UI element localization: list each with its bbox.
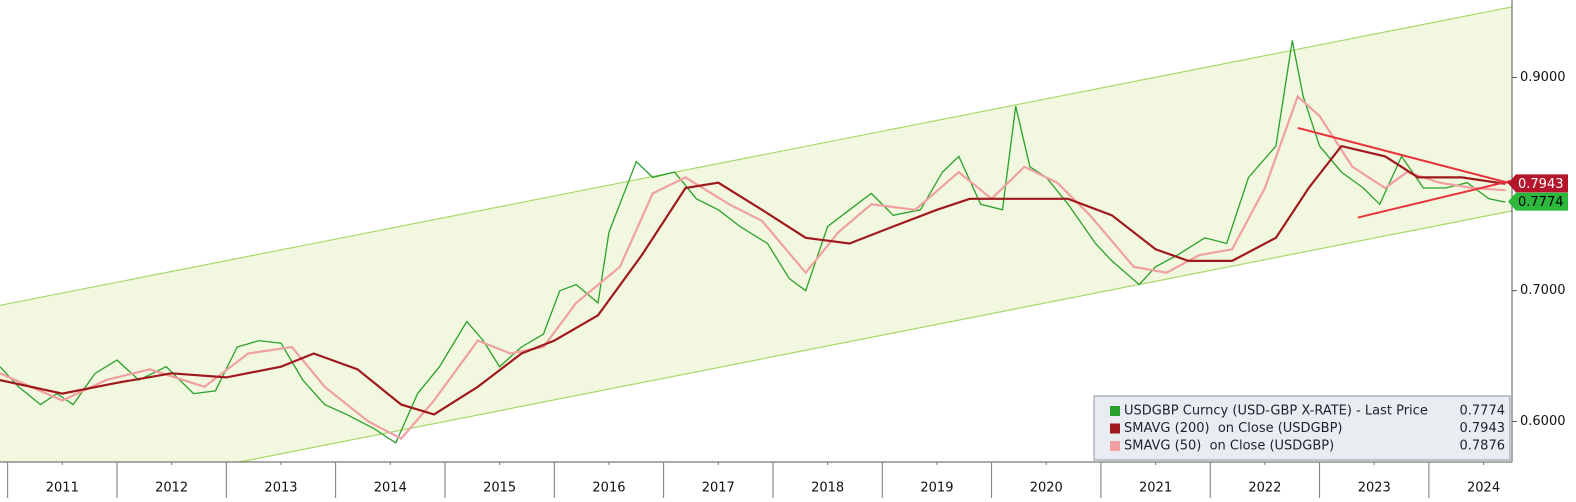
legend-value: 0.7774 bbox=[1460, 404, 1506, 419]
legend-label: SMAVG (50) on Close (USDGBP) bbox=[1124, 439, 1334, 454]
series-line bbox=[0, 94, 1506, 440]
last-value-tag bbox=[1508, 174, 1568, 193]
x-tick-label: 2023 bbox=[1358, 481, 1391, 496]
y-tick-label: 0.9000 bbox=[1520, 70, 1566, 85]
x-tick-label: 2016 bbox=[592, 481, 625, 496]
x-tick-label: 2017 bbox=[702, 481, 735, 496]
legend-label: SMAVG (200) on Close (USDGBP) bbox=[1124, 421, 1342, 436]
legend-box bbox=[1093, 395, 1511, 461]
x-tick-label: 2022 bbox=[1248, 481, 1281, 496]
legend-swatch bbox=[1110, 441, 1120, 451]
legend-value: 0.7876 bbox=[1460, 439, 1506, 454]
x-tick-label: 2019 bbox=[920, 481, 953, 496]
axes: 2011 2012 2013 2014 2015 2016 2017 2018 2019 2020… bbox=[7, 70, 1568, 498]
x-tick-label: 2021 bbox=[1139, 481, 1172, 496]
x-tick-label: 2018 bbox=[811, 481, 844, 496]
x-tick-label: 2012 bbox=[155, 481, 188, 496]
last-value-tag bbox=[1508, 192, 1568, 211]
legend-swatch bbox=[1110, 423, 1120, 434]
trend-line bbox=[1297, 126, 1512, 185]
series-line bbox=[0, 40, 1506, 444]
legend-label: USDGBP Curncy (USD-GBP X-RATE) - Last Pr… bbox=[1124, 404, 1428, 419]
plot bbox=[0, 6, 1512, 462]
last-value-label: 0.7943 bbox=[1518, 177, 1564, 192]
x-tick-label: 2014 bbox=[374, 481, 407, 496]
y-tick-label: 0.7000 bbox=[1520, 283, 1566, 298]
legend-value: 0.7943 bbox=[1460, 421, 1506, 436]
x-tick-label: 2020 bbox=[1030, 481, 1063, 496]
channel-line bbox=[0, 6, 1512, 306]
legend-swatch bbox=[1110, 406, 1120, 416]
trend-line bbox=[1357, 179, 1512, 219]
x-tick-label: 2013 bbox=[264, 481, 297, 496]
y-tick-label: 0.6000 bbox=[1520, 414, 1566, 429]
x-tick-label: 2011 bbox=[46, 481, 79, 496]
channel-fill bbox=[0, 6, 1512, 462]
series-line bbox=[0, 144, 1506, 416]
x-tick-label: 2024 bbox=[1467, 481, 1500, 496]
x-tick-label: 2015 bbox=[483, 481, 516, 496]
channel-line bbox=[236, 210, 1512, 462]
last-value-label: 0.7774 bbox=[1518, 195, 1564, 210]
legend: USDGBP Curncy (USD-GBP X-RATE) - Last Pr… bbox=[1093, 395, 1511, 461]
